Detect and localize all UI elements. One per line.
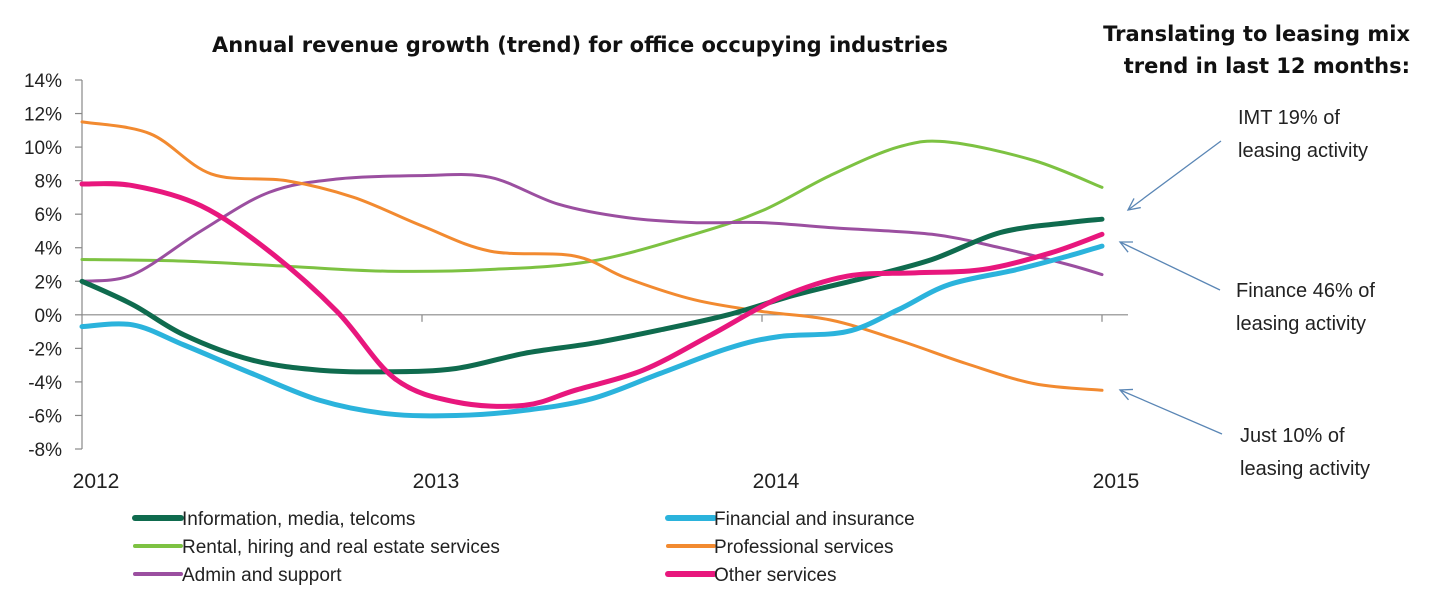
legend-label: Professional services (714, 537, 894, 558)
series-line-other-services (79, 181, 1105, 409)
x-tick-label: 2015 (1093, 470, 1140, 493)
y-tick-label: -4% (28, 373, 62, 394)
side-heading-line-1: Translating to leasing mix (1103, 22, 1410, 46)
y-tick-label: -6% (28, 406, 62, 427)
legend-label: Information, media, telcoms (182, 509, 415, 530)
y-tick-label: -8% (28, 440, 62, 461)
y-tick-label: -2% (28, 339, 62, 360)
y-tick-label: 8% (35, 172, 63, 193)
legend-label: Rental, hiring and real estate services (182, 537, 500, 558)
annotation-arrowhead (1118, 388, 1134, 401)
y-tick-label: 2% (35, 272, 63, 293)
legend: Information, media, telcoms Financial and… (132, 509, 915, 586)
annotation-text: Finance 46% of (1236, 280, 1375, 302)
axes: -8% -6% -4% -2% 0% 2% 4% 6% 8% 10% 12% 14% 2012 2013 2… (24, 71, 1139, 493)
legend-label: Other services (714, 565, 836, 586)
x-tick-label: 2013 (413, 470, 460, 493)
side-heading-line-2: trend in last 12 months: (1124, 54, 1410, 78)
annotation-arrowhead (1126, 198, 1141, 211)
y-tick-label: 10% (24, 138, 62, 159)
annotation-text: leasing activity (1238, 140, 1368, 162)
annotation-text: leasing activity (1240, 458, 1370, 480)
y-tick-label: 0% (35, 306, 63, 327)
x-tick-label: 2012 (73, 470, 120, 493)
series-line-financial-and-insurance (79, 243, 1105, 419)
y-tick-label: 4% (35, 239, 63, 260)
annotations: IMT 19% of leasing activity Finance 46% of… (1118, 107, 1375, 480)
y-tick-label: 6% (35, 205, 63, 226)
series-line-rental-hiring-and-real-estate-services (80, 139, 1104, 273)
y-tick-label: 14% (24, 71, 62, 92)
series-line-information-media-telcoms (79, 216, 1105, 375)
y-tick-label: 12% (24, 105, 62, 126)
annotation-arrow (1119, 389, 1223, 435)
annotation-arrow (1119, 241, 1221, 291)
x-tick-label: 2014 (753, 470, 800, 493)
annotation-arrow (1127, 140, 1222, 211)
series-line-professional-services (80, 120, 1104, 392)
annotation-text: Just 10% of (1240, 425, 1345, 447)
annotation-text: leasing activity (1236, 313, 1366, 335)
legend-label: Financial and insurance (714, 509, 915, 530)
legend-label: Admin and support (182, 565, 342, 586)
annotation-arrowhead (1118, 241, 1134, 253)
series-line-admin-and-support (80, 173, 1104, 283)
chart-title: Annual revenue growth (trend) for office… (212, 33, 948, 57)
annotation-text: IMT 19% of (1238, 107, 1340, 129)
series-lines (79, 120, 1105, 419)
